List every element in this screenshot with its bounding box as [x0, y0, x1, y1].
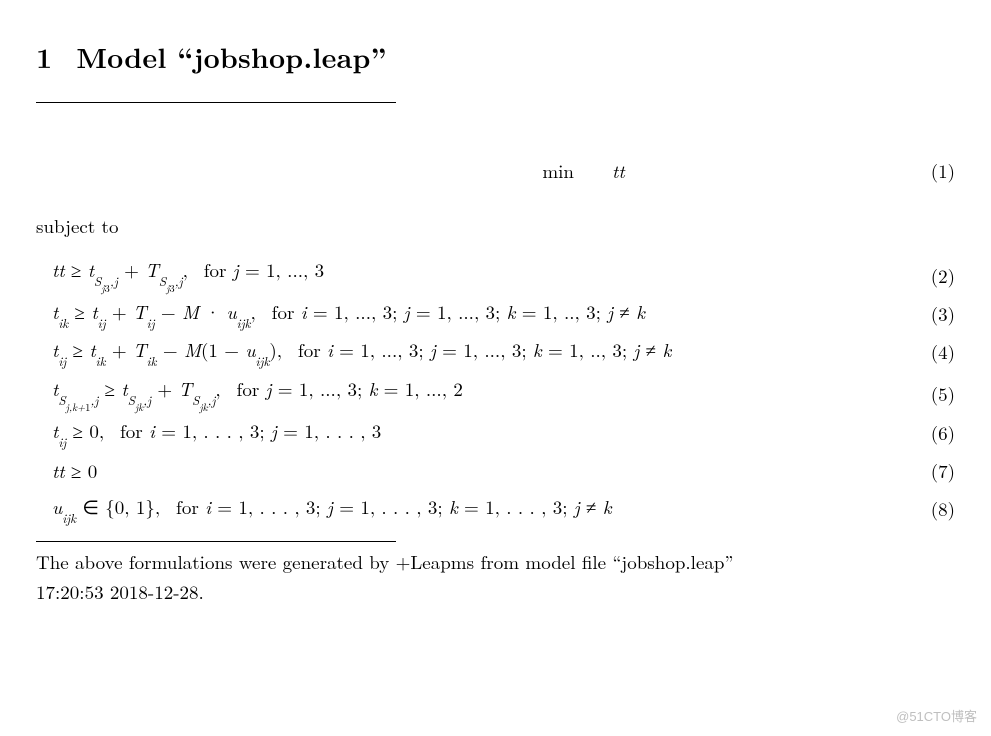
equation-number: (2): [911, 262, 955, 291]
constraints: tt ≥ tSj3,j + TSj3,j, for j = 1, ..., 3 …: [52, 256, 955, 523]
footnote-line: The above formulations were generated by…: [36, 548, 955, 576]
footnote: The above formulations were generated by…: [36, 548, 955, 605]
constraint-row: tij ≥ tik + Tik − M(1 − uijk), for i = 1…: [52, 336, 955, 366]
objective-row: min tt (1): [36, 157, 955, 186]
bottom-rule: [36, 541, 396, 542]
subject-to-label: subject to: [36, 212, 955, 241]
constraint-row: tSj,k+1,j ≥ tSjk,j + TSjk,j, for j = 1, …: [52, 375, 955, 409]
equation-number: (3): [911, 300, 955, 329]
footnote-line: 17:20:53 2018-12-28.: [36, 578, 955, 606]
constraint-expr: tik ≥ tij + Tij − M · uijk, for i = 1, .…: [52, 298, 911, 328]
equation-number: (1): [911, 157, 955, 186]
objective: min tt: [36, 157, 911, 186]
constraint-expr: tij ≥ 0, for i = 1, . . . , 3; j = 1, . …: [52, 417, 911, 447]
equation-number: (8): [911, 495, 955, 524]
section-heading: 1 Model “jobshop.leap”: [36, 36, 955, 78]
constraint-row: tt ≥ 0 (7): [52, 455, 955, 485]
equation-number: (7): [911, 457, 955, 486]
constraint-expr: tij ≥ tik + Tik − M(1 − uijk), for i = 1…: [52, 336, 911, 366]
section-number: 1: [36, 36, 52, 78]
equation-number: (5): [911, 380, 955, 409]
constraint-expr: tt ≥ tSj3,j + TSj3,j, for j = 1, ..., 3: [52, 256, 911, 290]
equation-number: (6): [911, 419, 955, 448]
equation-number: (4): [911, 338, 955, 367]
constraint-expr: uijk ∈ {0, 1}, for i = 1, . . . , 3; j =…: [52, 493, 911, 523]
constraint-row: uijk ∈ {0, 1}, for i = 1, . . . , 3; j =…: [52, 493, 955, 523]
constraint-expr: tSj,k+1,j ≥ tSjk,j + TSjk,j, for j = 1, …: [52, 375, 911, 409]
section-title: Model “jobshop.leap”: [76, 37, 386, 77]
watermark: @51CTO博客: [896, 707, 977, 727]
top-rule: [36, 102, 396, 103]
objective-label: min: [542, 157, 574, 184]
objective-expr: tt: [612, 157, 625, 184]
constraint-expr: tt ≥ 0: [52, 457, 911, 486]
constraint-row: tt ≥ tSj3,j + TSj3,j, for j = 1, ..., 3 …: [52, 256, 955, 290]
constraint-row: tik ≥ tij + Tij − M · uijk, for i = 1, .…: [52, 298, 955, 328]
constraint-row: tij ≥ 0, for i = 1, . . . , 3; j = 1, . …: [52, 417, 955, 447]
